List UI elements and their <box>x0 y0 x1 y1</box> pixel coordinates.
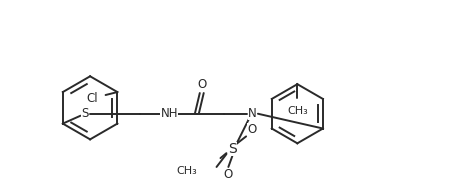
Text: S: S <box>228 142 237 156</box>
Text: N: N <box>248 107 256 120</box>
Text: NH: NH <box>161 107 178 120</box>
Text: O: O <box>224 168 233 181</box>
Text: Cl: Cl <box>86 93 98 105</box>
Text: O: O <box>248 123 257 136</box>
Text: S: S <box>81 107 88 120</box>
Text: CH₃: CH₃ <box>287 106 308 116</box>
Text: CH₃: CH₃ <box>176 166 197 176</box>
Text: O: O <box>197 78 206 91</box>
